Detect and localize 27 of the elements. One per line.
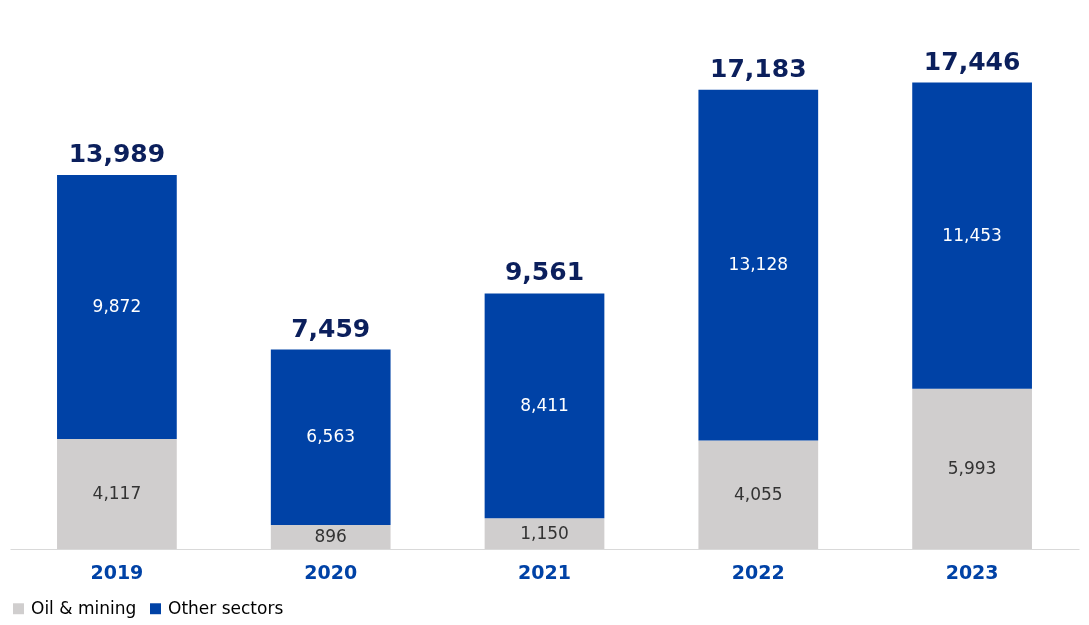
bar (912, 82, 1032, 389)
total-label: 13,989 (68, 139, 166, 169)
x-tick-label: 2019 (90, 560, 144, 583)
data-label: 896 (314, 526, 347, 547)
data-label: 5,993 (947, 457, 997, 478)
legend-label: Oil & mining (31, 597, 137, 618)
legend-label: Other sectors (168, 597, 284, 618)
data-label: 11,453 (942, 224, 1002, 245)
bar (270, 349, 391, 526)
x-tick-label: 2022 (731, 560, 785, 583)
bar (698, 89, 819, 441)
data-label: 4,055 (733, 483, 783, 504)
bar (57, 175, 177, 439)
data-label: 6,563 (306, 426, 356, 447)
total-label: 9,561 (504, 257, 585, 287)
x-tick-label: 2021 (518, 560, 571, 583)
total-label: 17,183 (710, 53, 807, 83)
total-label: 7,459 (291, 313, 371, 343)
total-label: 17,446 (923, 46, 1021, 76)
data-label: 1,150 (520, 522, 569, 543)
data-label: 13,128 (728, 254, 789, 275)
x-tick-label: 2020 (304, 560, 358, 583)
x-tick-label: 2023 (945, 560, 999, 583)
data-label: 8,411 (520, 394, 569, 415)
data-label: 4,117 (92, 482, 142, 503)
bar (484, 293, 605, 519)
data-label: 9,872 (92, 295, 142, 316)
